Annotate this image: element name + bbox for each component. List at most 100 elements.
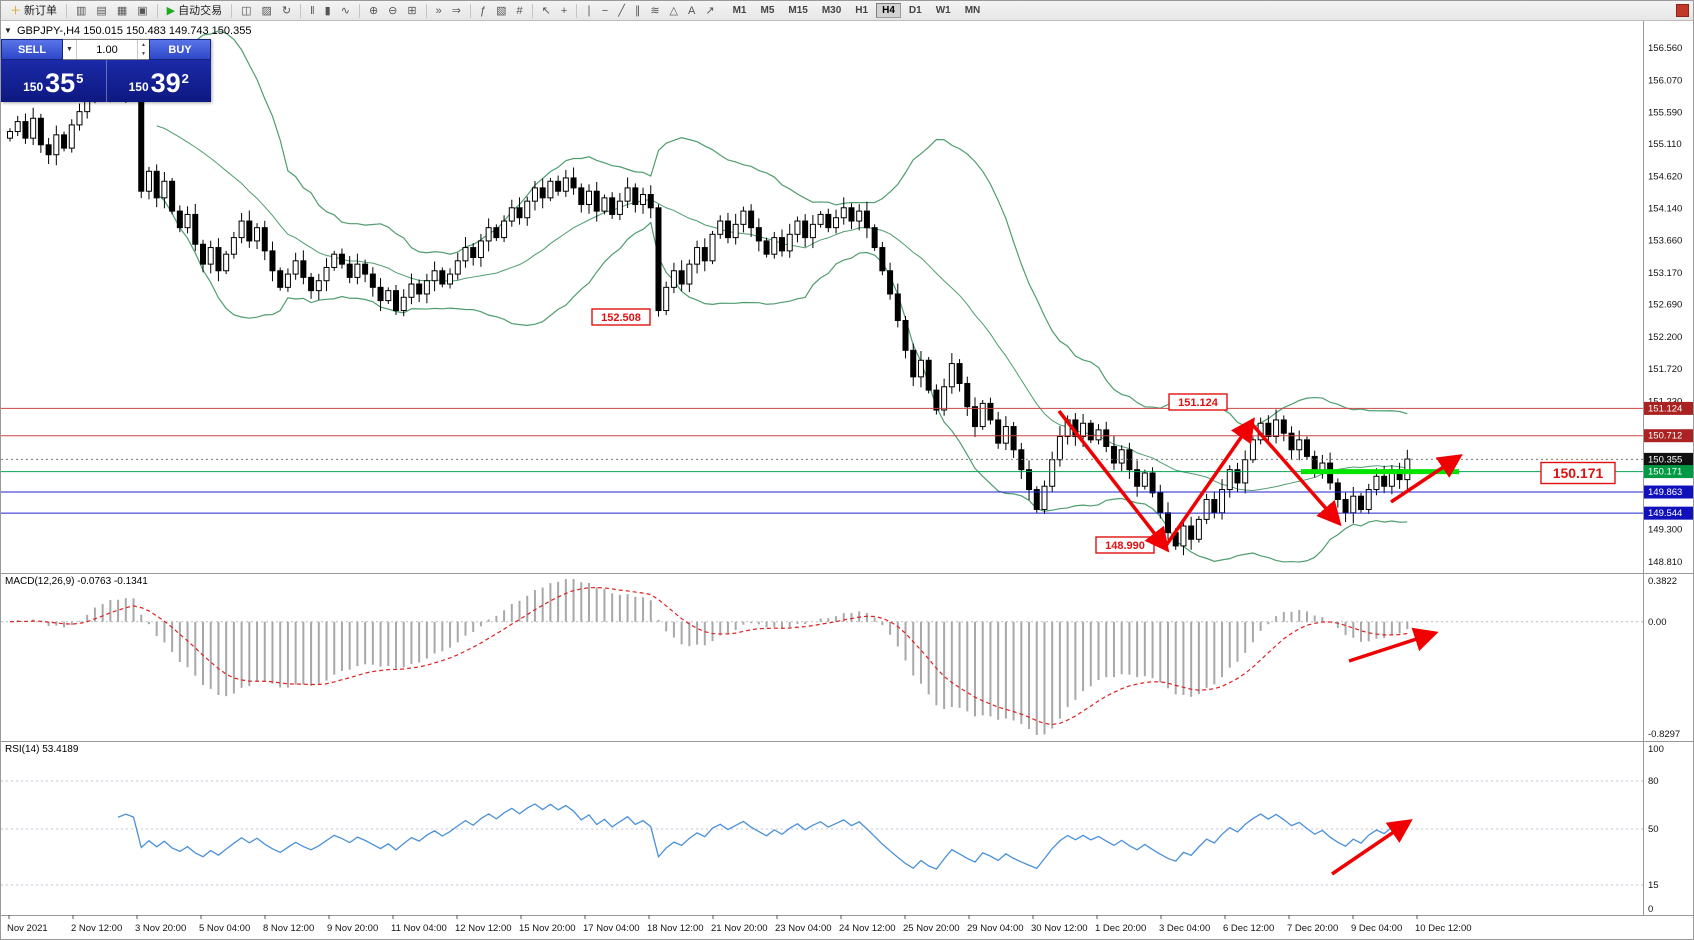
- sell-price-sup: 5: [76, 71, 84, 86]
- channel-icon[interactable]: ∥: [631, 3, 645, 19]
- profiles-icon[interactable]: ▨: [258, 3, 276, 19]
- svg-text:24 Nov 12:00: 24 Nov 12:00: [839, 923, 896, 934]
- line-chart-icon: ∿: [340, 4, 350, 17]
- svg-text:15: 15: [1648, 880, 1659, 891]
- trendline-icon: ╱: [618, 4, 625, 17]
- buy-price-sup: 2: [181, 71, 189, 86]
- data-window-icon[interactable]: ▤: [92, 3, 110, 19]
- bar-chart-icon: ǁ: [310, 4, 315, 17]
- new-chart-icon[interactable]: ◫: [237, 3, 255, 19]
- svg-text:7 Dec 20:00: 7 Dec 20:00: [1287, 923, 1338, 934]
- rsi-pane: 100 80 50 15 0: [1, 744, 1664, 915]
- volume-down-icon[interactable]: ▼: [141, 51, 146, 58]
- refresh-icon[interactable]: ↻: [278, 3, 295, 19]
- svg-text:5 Nov 04:00: 5 Nov 04:00: [199, 923, 250, 934]
- svg-text:8 Nov 12:00: 8 Nov 12:00: [263, 923, 314, 934]
- market-watch-icon[interactable]: ▥: [72, 3, 90, 19]
- new-order-button[interactable]: ＋新订单: [6, 3, 61, 19]
- svg-text:151.124: 151.124: [1648, 403, 1682, 414]
- trend-arrows: [1057, 409, 1463, 876]
- timeframe-w1-button[interactable]: W1: [930, 3, 957, 18]
- candlestick-icon[interactable]: ▮: [321, 3, 335, 19]
- svg-text:150.712: 150.712: [1648, 431, 1682, 442]
- svg-text:3 Nov 20:00: 3 Nov 20:00: [135, 923, 186, 934]
- macd-values: -0.0763 -0.1341: [77, 576, 148, 587]
- auto-scroll-icon: »: [435, 4, 442, 17]
- fibonacci-icon[interactable]: ≋: [646, 3, 663, 19]
- buy-button[interactable]: BUY: [149, 39, 211, 60]
- timeframe-m1-button[interactable]: M1: [727, 3, 753, 18]
- toolbar-items: ＋新订单 ▥ ▤ ▦ ▣ ▶ 自动交易 ◫ ▨ ↻ ǁ ▮ ∿ ⊕ ⊖ ⊞ » ⇒ ƒ ▧ # ↖ + ∣ − ╱ ∥ ≋ △ A ↗: [5, 1, 720, 20]
- navigator-icon[interactable]: ▦: [113, 3, 131, 19]
- svg-text:151.124: 151.124: [1178, 397, 1219, 409]
- sell-price[interactable]: 150 35 5: [1, 60, 106, 102]
- svg-text:148.810: 148.810: [1648, 557, 1682, 568]
- volume-up-icon[interactable]: ▲: [141, 41, 146, 48]
- candles-layer: [7, 54, 1411, 556]
- new-chart-icon: ◫: [241, 4, 252, 17]
- svg-text:149.544: 149.544: [1648, 508, 1682, 519]
- cursor-icon[interactable]: ↖: [538, 3, 555, 19]
- zoom-out-icon[interactable]: ⊖: [384, 3, 401, 19]
- svg-text:25 Nov 20:00: 25 Nov 20:00: [903, 923, 960, 934]
- shapes-icon[interactable]: △: [666, 3, 682, 19]
- timeframe-d1-button[interactable]: D1: [903, 3, 928, 18]
- svg-text:9 Dec 04:00: 9 Dec 04:00: [1351, 923, 1402, 934]
- svg-text:3 Dec 04:00: 3 Dec 04:00: [1159, 923, 1210, 934]
- toolbar-separator: [358, 3, 360, 18]
- svg-text:155.110: 155.110: [1648, 139, 1682, 150]
- autotrading-button[interactable]: ▶ 自动交易: [163, 3, 226, 19]
- one-click-collapse-icon[interactable]: ▼: [4, 26, 12, 35]
- volume-input[interactable]: [77, 40, 137, 59]
- svg-text:50: 50: [1648, 824, 1659, 835]
- toolbar-separator: [300, 3, 302, 18]
- zoom-out-icon: ⊖: [388, 4, 398, 17]
- auto-scroll-icon[interactable]: »: [432, 3, 446, 19]
- buy-price-big: 39: [150, 68, 181, 98]
- svg-text:150.171: 150.171: [1553, 465, 1604, 481]
- arrow-icon[interactable]: ↗: [701, 3, 718, 19]
- toolbar-separator: [66, 3, 67, 18]
- date-axis: Nov 2021 2 Nov 12:00 3 Nov 20:00 5 Nov 04:0…: [7, 915, 1472, 934]
- sell-button[interactable]: SELL: [1, 39, 63, 60]
- chart-shift-icon[interactable]: ⇒: [448, 3, 465, 19]
- profiles-icon: ▨: [261, 4, 272, 17]
- timeframe-h1-button[interactable]: H1: [849, 3, 874, 18]
- timeframe-m15-button[interactable]: M15: [782, 3, 813, 18]
- timeframe-m30-button[interactable]: M30: [816, 3, 847, 18]
- horizontal-line-icon[interactable]: −: [598, 3, 612, 19]
- volume-dropdown-icon[interactable]: ▼: [63, 40, 77, 59]
- arrow-icon: ↗: [705, 4, 715, 17]
- svg-text:151.230: 151.230: [1648, 396, 1682, 407]
- svg-text:153.660: 153.660: [1648, 235, 1682, 246]
- crosshair-icon: +: [560, 4, 568, 17]
- trendline-icon[interactable]: ╱: [614, 3, 629, 19]
- terminal-icon: ▣: [137, 4, 148, 17]
- svg-text:18 Nov 12:00: 18 Nov 12:00: [647, 923, 704, 934]
- timeframe-m5-button[interactable]: M5: [754, 3, 780, 18]
- svg-text:149.863: 149.863: [1648, 487, 1682, 498]
- data-window-icon: ▤: [96, 4, 107, 17]
- zoom-in-icon[interactable]: ⊕: [365, 3, 382, 19]
- indicators-icon[interactable]: ƒ: [476, 3, 490, 19]
- vertical-line-icon[interactable]: ∣: [582, 3, 596, 19]
- text-icon[interactable]: A: [684, 3, 699, 19]
- templates-icon[interactable]: ▧: [492, 3, 510, 19]
- bar-chart-icon[interactable]: ǁ: [306, 3, 319, 19]
- chart-canvas[interactable]: 156.560 156.070 155.590 155.110 154.620 154.1…: [1, 21, 1694, 940]
- timeframe-h4-button[interactable]: H4: [876, 3, 901, 18]
- terminal-icon[interactable]: ▣: [133, 3, 151, 19]
- svg-text:148.990: 148.990: [1105, 540, 1145, 552]
- sell-price-big: 35: [45, 68, 76, 98]
- svg-text:11 Nov 04:00: 11 Nov 04:00: [391, 923, 447, 934]
- close-icon[interactable]: [1676, 4, 1689, 17]
- grid-icon[interactable]: #: [512, 3, 526, 19]
- tile-windows-icon[interactable]: ⊞: [403, 3, 420, 19]
- trade-controls-row: SELL ▼ ▲ ▼ BUY: [1, 39, 211, 60]
- crosshair-icon[interactable]: +: [557, 3, 571, 19]
- timeframe-mn-button[interactable]: MN: [959, 3, 987, 18]
- svg-text:6 Dec 12:00: 6 Dec 12:00: [1223, 923, 1274, 934]
- volume-spinner: ▲ ▼: [137, 40, 149, 59]
- buy-price[interactable]: 150 39 2: [105, 60, 212, 102]
- line-chart-icon[interactable]: ∿: [337, 3, 354, 19]
